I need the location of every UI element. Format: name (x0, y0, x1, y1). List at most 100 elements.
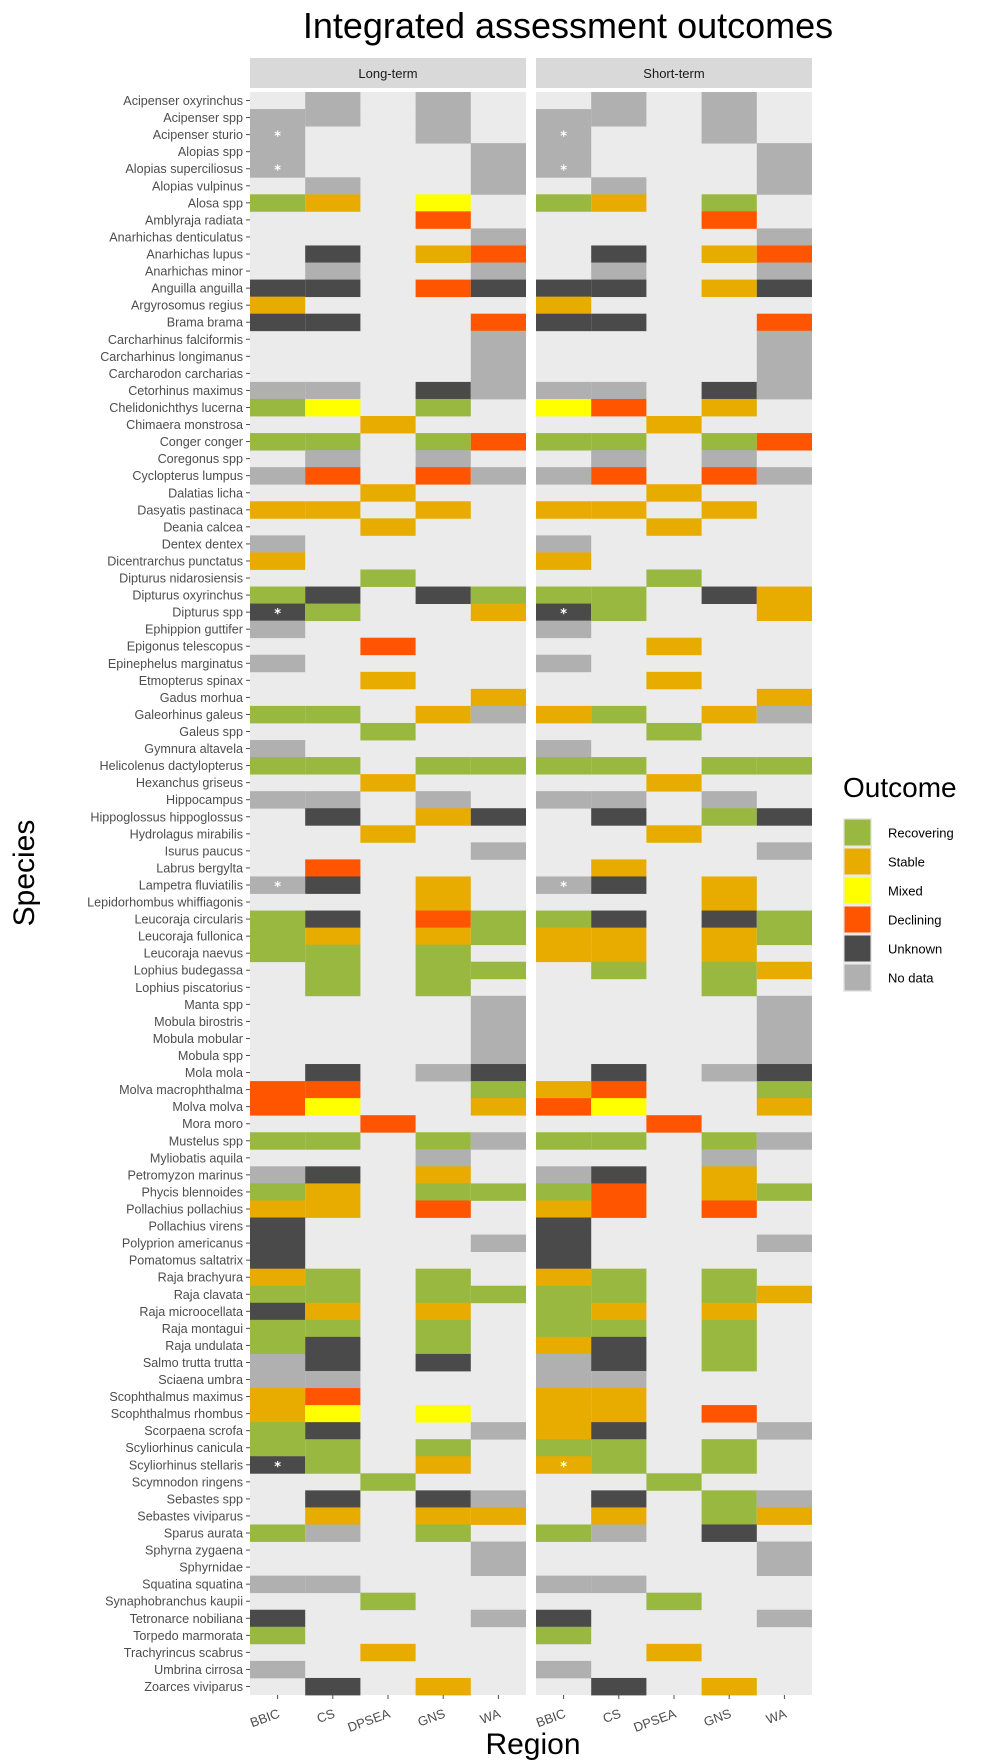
y-tick-label: Chimaera monstrosa (126, 418, 243, 432)
heatmap-cell (591, 1166, 647, 1184)
y-tick-label: Acipenser oxyrinchus (123, 94, 243, 108)
legend-swatch-stable (844, 848, 871, 875)
heatmap-cell (701, 501, 757, 519)
y-tick-label: Hexanchus griseus (136, 776, 243, 790)
heatmap-cell (756, 910, 812, 929)
heatmap-cell (591, 262, 647, 280)
heatmap-cell (536, 1456, 592, 1474)
y-tick-label: Carcharhinus longimanus (100, 350, 243, 364)
heatmap-cell (536, 1353, 592, 1372)
heatmap-cell (250, 757, 306, 775)
heatmap-cell (756, 1012, 812, 1031)
y-tick-label: Phycis blennoides (141, 1185, 243, 1199)
heatmap-cell (305, 791, 361, 809)
y-tick-label: Hydrolagus mirabilis (130, 827, 243, 841)
heatmap-cell (470, 1064, 526, 1082)
heatmap-cell (756, 1541, 812, 1559)
heatmap-cell (536, 740, 592, 758)
y-tick-label: Synaphobranchus kaupii (105, 1595, 243, 1609)
heatmap-cell (756, 1285, 812, 1304)
heatmap-cell (415, 893, 471, 911)
y-tick-label: Sphyrnidae (179, 1561, 243, 1575)
y-tick-label: Dasyatis pastinaca (137, 503, 243, 517)
heatmap-cell (701, 1064, 757, 1082)
heatmap-cell (536, 944, 592, 963)
heatmap-cell (250, 160, 306, 178)
heatmap-cell (470, 705, 526, 724)
y-tick-label: Anarhichas minor (145, 265, 243, 279)
heatmap-cell (415, 1302, 471, 1321)
y-tick-label: Raja microocellata (139, 1305, 243, 1319)
heatmap-cell (360, 1473, 416, 1491)
heatmap-cell (415, 1405, 471, 1423)
y-tick-label: Scorpaena scrofa (144, 1424, 243, 1438)
heatmap-cell (756, 347, 812, 366)
heatmap-cell (470, 1507, 526, 1525)
heatmap-cell (470, 228, 526, 246)
heatmap-cell (591, 450, 647, 468)
y-tick-label: Molva macrophthalma (119, 1083, 243, 1097)
y-tick-label: Etmopterus spinax (139, 674, 244, 688)
y-tick-label: Epinephelus marginatus (108, 657, 243, 671)
heatmap-cell (250, 1234, 306, 1253)
heatmap-cell (591, 808, 647, 826)
y-tick-label: Scymnodon ringens (132, 1475, 243, 1489)
heatmap-cell (250, 1336, 306, 1355)
heatmap-cell (756, 177, 812, 195)
heatmap-cell (701, 944, 757, 963)
y-tick-label: Acipenser sturio (153, 128, 243, 142)
y-tick-label: Alopias superciliosus (125, 162, 243, 176)
heatmap-cell (250, 1575, 306, 1594)
heatmap-cell (305, 1456, 361, 1474)
heatmap-cell (756, 330, 812, 349)
y-tick-label: Epigonus telescopus (127, 640, 243, 654)
cell-asterisk: * (560, 1460, 567, 1475)
heatmap-cell (591, 245, 647, 263)
heatmap-cell (591, 1183, 647, 1201)
heatmap-cell (415, 876, 471, 894)
heatmap-cell (756, 1183, 812, 1201)
heatmap-cell (701, 961, 757, 980)
heatmap-cell (536, 160, 592, 178)
heatmap-cell (591, 586, 647, 604)
heatmap-cell (305, 961, 361, 980)
heatmap-cell (591, 1285, 647, 1304)
heatmap-cell (536, 1626, 592, 1645)
heatmap-cell (756, 228, 812, 246)
y-tick-label: Mola mola (185, 1066, 243, 1080)
y-tick-label: Amblyraja radiata (145, 213, 243, 227)
heatmap-cell (470, 961, 526, 980)
heatmap-cell (756, 364, 812, 383)
heatmap-cell (701, 757, 757, 775)
heatmap-cell (250, 1183, 306, 1201)
y-tick-label: Sphyrna zygaena (145, 1544, 243, 1558)
heatmap-cell (305, 433, 361, 451)
heatmap-cell (360, 637, 416, 656)
y-tick-label: Scyliorhinus canicula (125, 1441, 243, 1455)
heatmap-cell (360, 774, 416, 792)
heatmap-cell (536, 279, 592, 298)
heatmap-cell (305, 1524, 361, 1542)
heatmap-cell (305, 381, 361, 400)
heatmap-cell (536, 143, 592, 161)
y-tick-label: Lophius piscatorius (135, 981, 243, 995)
heatmap-cell (701, 1149, 757, 1167)
heatmap-cell (415, 1132, 471, 1150)
heatmap-cell (701, 398, 757, 417)
heatmap-cell (701, 1490, 757, 1508)
heatmap-cell (470, 160, 526, 178)
heatmap-cell (415, 1166, 471, 1184)
heatmap-cell (756, 381, 812, 400)
heatmap-cell (536, 1268, 592, 1287)
heatmap-cell (250, 1166, 306, 1184)
heatmap-cell (701, 1507, 757, 1525)
y-tick-label: Dentex dentex (162, 537, 244, 551)
heatmap-cell (250, 501, 306, 519)
heatmap-cell (415, 381, 471, 400)
heatmap-cell (250, 705, 306, 724)
y-tick-label: Pollachius virens (149, 1220, 244, 1234)
y-tick-label: Trachyrincus scabrus (124, 1646, 243, 1660)
y-tick-label: Galeus spp (179, 725, 243, 739)
heatmap-cell (646, 518, 702, 536)
y-tick-label: Conger conger (160, 435, 243, 449)
